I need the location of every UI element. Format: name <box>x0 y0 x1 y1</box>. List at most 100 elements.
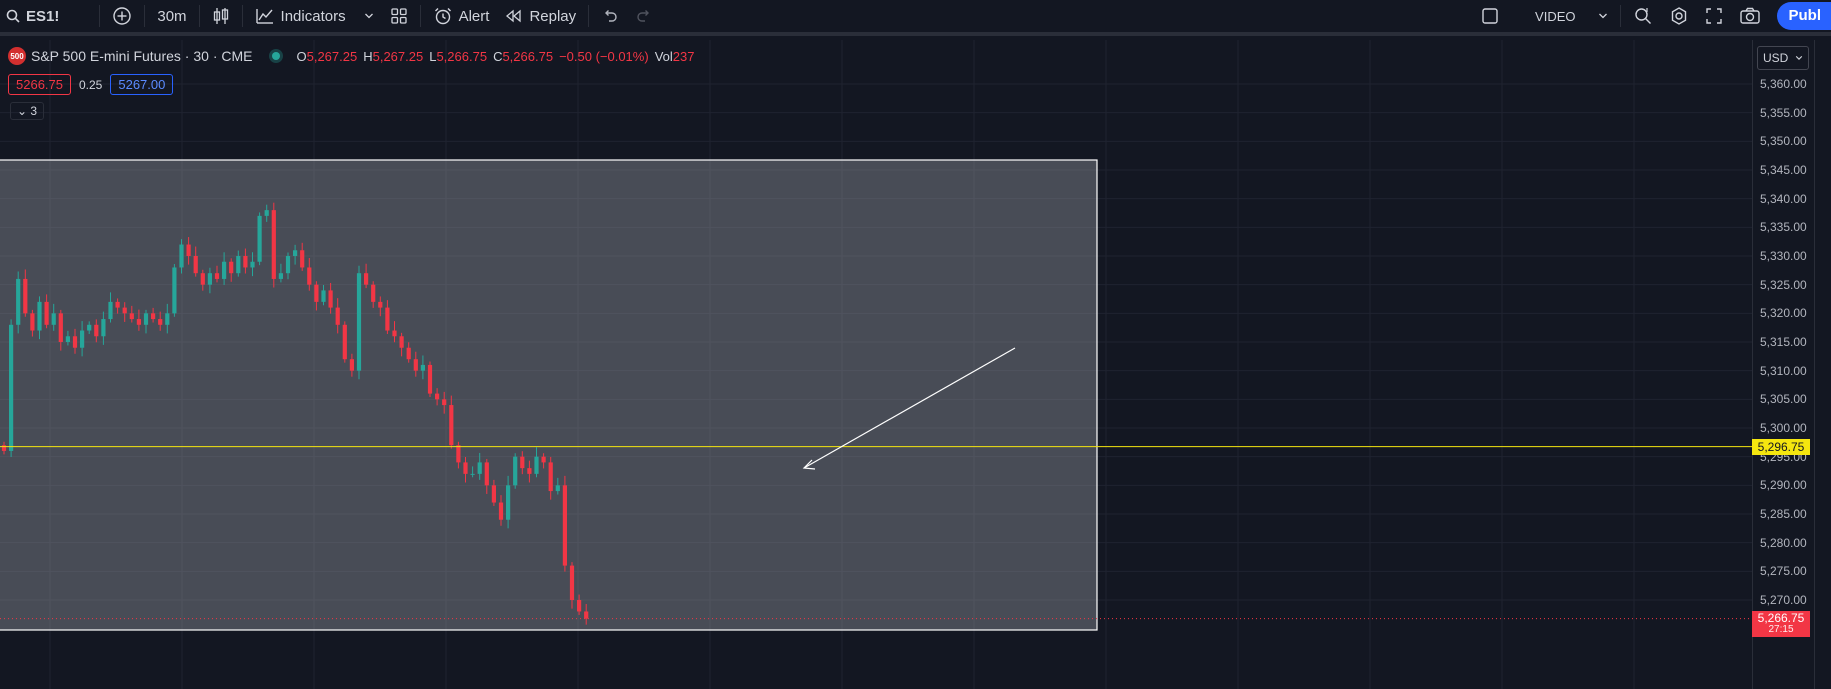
magnifier-spark-icon <box>1634 8 1651 24</box>
price-tick-label: 5,315.00 <box>1760 335 1807 349</box>
candle-body <box>285 256 291 274</box>
rewind-icon <box>506 9 522 23</box>
candle-body <box>51 313 56 325</box>
candle-body <box>236 256 241 274</box>
chevron-down-icon: ⌄ <box>17 104 28 118</box>
candle-body <box>94 324 99 337</box>
toolbar-divider <box>99 5 101 27</box>
candle-body <box>16 278 21 325</box>
replay-button[interactable]: Replay <box>497 0 584 34</box>
chart-type-button[interactable] <box>204 0 238 34</box>
bid-ask-quote: 5266.75 0.25 5267.00 <box>8 74 174 95</box>
candle-body <box>143 313 149 325</box>
indicators-icon <box>255 9 273 24</box>
candle-body <box>271 210 276 279</box>
candle-body <box>584 611 589 619</box>
publish-button[interactable]: Publ <box>1776 2 1831 30</box>
candle-body <box>413 359 418 371</box>
settings-button[interactable] <box>1661 0 1697 34</box>
candle-body <box>80 330 85 348</box>
compare-button[interactable] <box>104 0 140 34</box>
candle-body <box>328 290 333 308</box>
candle-body <box>385 307 390 331</box>
quick-search-button[interactable] <box>1625 0 1661 34</box>
price-tick-label: 5,340.00 <box>1760 191 1807 206</box>
candle-body <box>420 364 425 371</box>
candle-body <box>257 215 262 262</box>
price-tick-label: 5,275.00 <box>1760 564 1807 579</box>
candle-body <box>349 359 354 371</box>
volume-key: Vol <box>654 48 673 64</box>
candle-body <box>392 330 397 337</box>
candle-body <box>399 336 404 348</box>
candle-body <box>534 456 539 474</box>
candle-body <box>562 485 567 566</box>
candle-body <box>506 485 511 520</box>
candle-body <box>101 319 106 337</box>
last-price-tag: 5,266.75 27:15 <box>1752 610 1810 637</box>
candle-body <box>378 301 383 308</box>
candle-body <box>165 313 170 325</box>
candle-body <box>527 468 532 474</box>
price-tick-label: 5,305.00 <box>1760 392 1807 407</box>
redo-button[interactable] <box>627 0 661 34</box>
plus-circle-icon <box>113 7 132 25</box>
candle-body <box>513 456 518 486</box>
price-chart[interactable] <box>0 40 1752 689</box>
layout-name-button[interactable]: VIDEO <box>1527 0 1615 34</box>
symbol-logo: 500 <box>8 47 26 65</box>
currency-select[interactable]: USD <box>1757 46 1809 70</box>
market-status-dot[interactable] <box>272 52 281 60</box>
toolbar-divider <box>198 5 200 27</box>
price-tick-label: 5,325.00 <box>1760 277 1807 292</box>
price-tick-label: 5,345.00 <box>1760 163 1807 177</box>
candle-body <box>115 301 120 308</box>
price-tick-label: 5,355.00 <box>1760 105 1807 120</box>
layout-square-button[interactable] <box>1473 0 1507 34</box>
symbol-title[interactable]: S&P 500 E-mini Futures · 30 · CME <box>31 48 253 64</box>
bar-countdown: 27:15 <box>1768 623 1794 635</box>
candle-body <box>477 462 482 474</box>
chevron-down-icon <box>1598 13 1607 19</box>
change-value: −0.50 (−0.01%) <box>559 48 649 64</box>
candle-body <box>136 319 141 325</box>
candle-body <box>9 324 14 451</box>
symbol-search-button[interactable]: ES1! <box>0 0 67 34</box>
price-axis[interactable] <box>1752 40 1815 689</box>
candle-body <box>44 301 49 325</box>
currency-label: USD <box>1763 51 1789 65</box>
candle-body <box>65 336 70 342</box>
open-key: O <box>296 48 307 64</box>
price-tick-label: 5,270.00 <box>1760 593 1807 607</box>
candle-body <box>569 565 575 600</box>
candle-body <box>491 485 496 503</box>
chart-pane[interactable] <box>0 40 1752 689</box>
sell-price-button[interactable]: 5266.75 <box>8 74 71 95</box>
candle-body <box>108 301 113 320</box>
toolbar-divider <box>144 5 146 27</box>
candle-body <box>314 284 319 302</box>
rectangle-drawing <box>0 159 1098 631</box>
candle-body <box>186 244 191 256</box>
layouts-button[interactable] <box>382 0 416 34</box>
candle-body <box>151 313 156 320</box>
toolbar-divider <box>419 5 421 27</box>
interval-button[interactable]: 30m <box>157 7 187 25</box>
redo-icon <box>637 10 650 22</box>
alert-button[interactable]: Alert <box>425 0 498 34</box>
candle-body <box>1 445 7 451</box>
candle-body <box>342 324 347 360</box>
snapshot-button[interactable] <box>1731 0 1769 34</box>
candle-body <box>58 313 63 342</box>
undo-button[interactable] <box>593 0 627 34</box>
candle-body <box>122 307 127 314</box>
candle-body <box>200 273 205 285</box>
candle-body <box>172 267 177 314</box>
right-sidebar <box>1814 40 1831 689</box>
buy-price-button[interactable]: 5267.00 <box>110 74 174 95</box>
collapse-indicators-button[interactable]: ⌄ 3 <box>10 102 45 120</box>
fullscreen-button[interactable] <box>1697 0 1731 34</box>
candle-body <box>520 456 525 469</box>
indicators-button[interactable]: Indicators <box>247 0 382 34</box>
price-tick-label: 5,335.00 <box>1760 220 1807 235</box>
